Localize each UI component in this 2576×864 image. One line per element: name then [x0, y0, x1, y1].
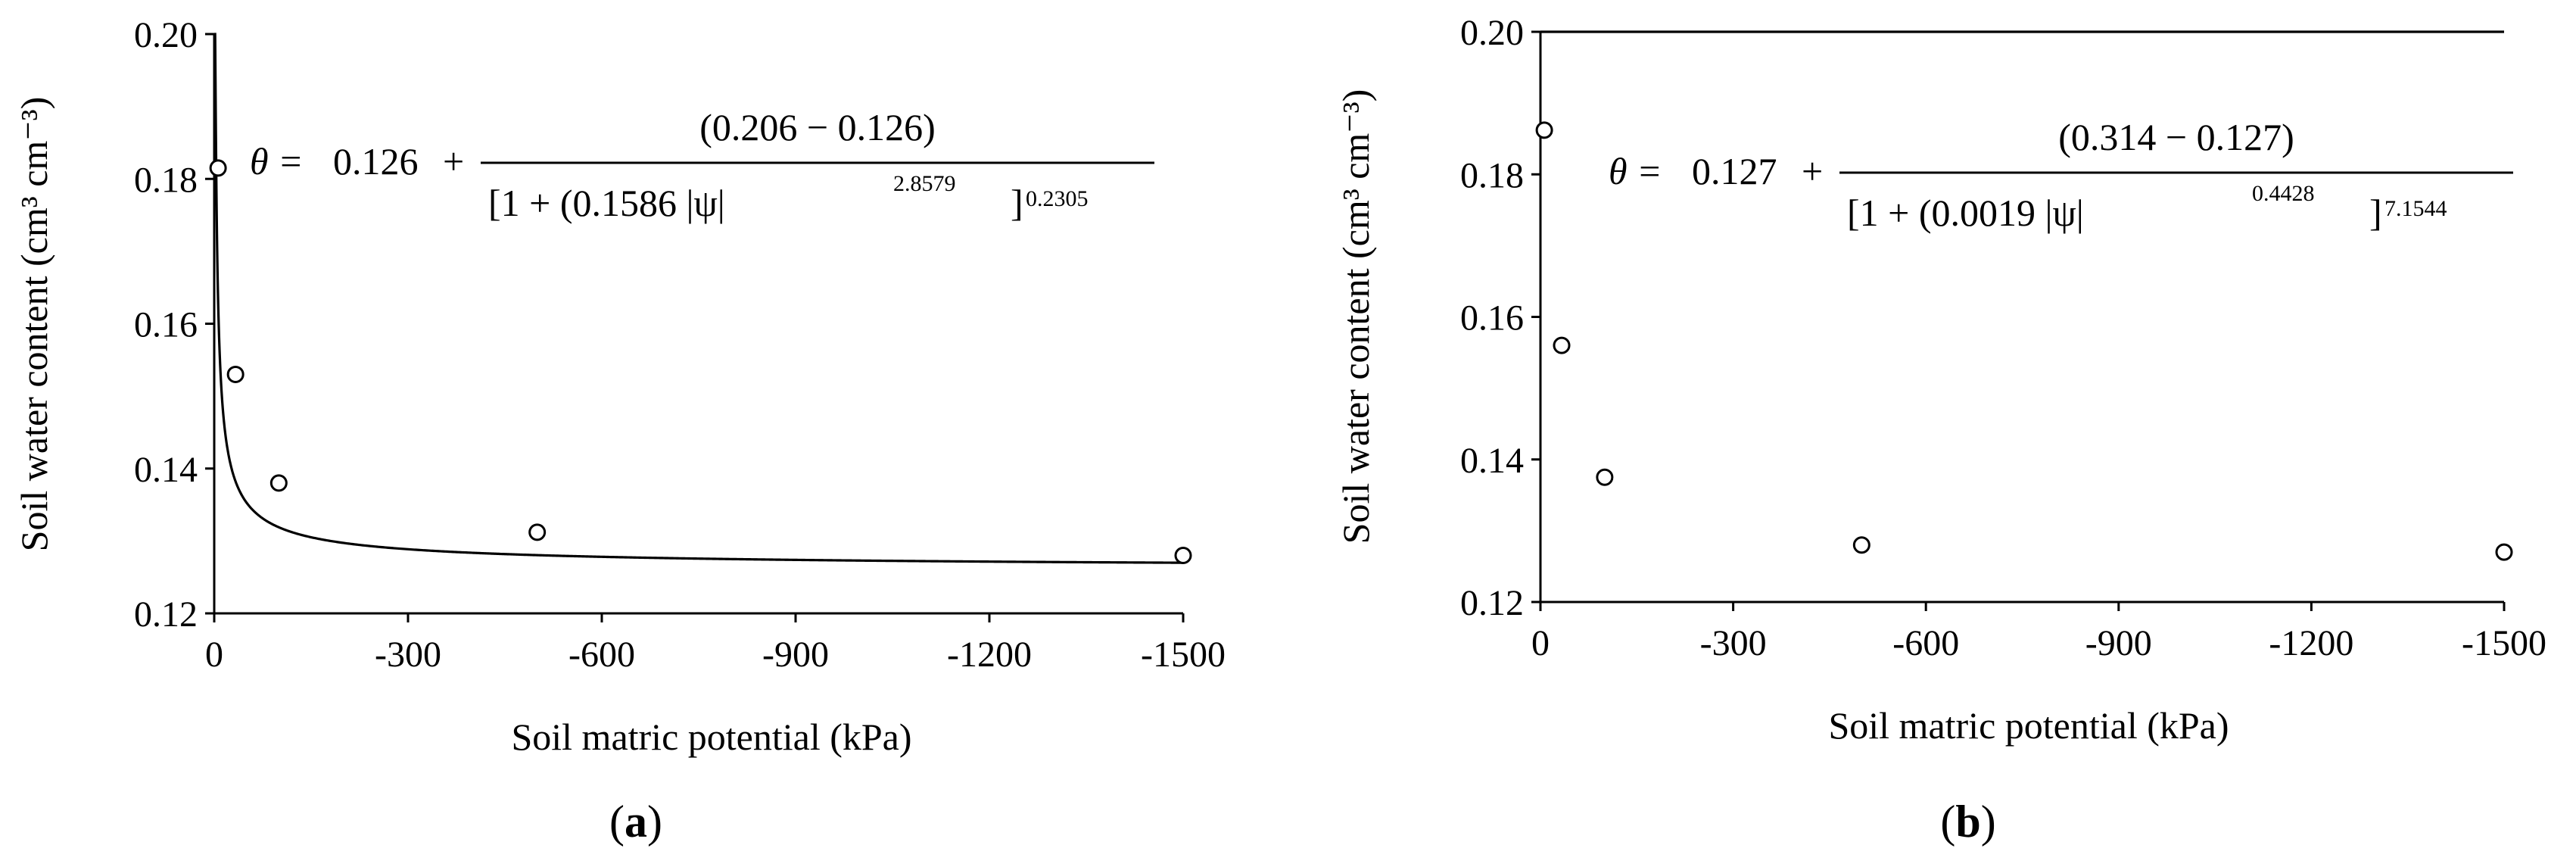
data-point [1535, 121, 1553, 139]
equation-denominator: [1 + (0.1586 |ψ| [488, 182, 725, 224]
panel-label-close: ) [1981, 797, 1996, 847]
panel-a: 0.12 0.14 0.16 0.18 0.20 0 -300 -600 -900 -1200 -1… [13, 15, 1226, 847]
equation-m-exponent: 7.1544 [2384, 196, 2447, 221]
x-axis-title: Soil matric potential (kPa) [511, 716, 911, 758]
equation-numerator: (0.206 − 0.126) [699, 106, 936, 148]
x-tick-label: -600 [1892, 623, 1959, 663]
y-tick-label: 0.16 [1460, 298, 1524, 338]
panel-b: 0.12 0.14 0.16 0.18 0.20 0 -300 -600 -900 -1200 -1… [1335, 13, 2546, 847]
equation-bracket-close: ] [1011, 182, 1023, 224]
x-tick-label: 0 [205, 635, 223, 675]
y-tick-label: 0.16 [134, 305, 198, 345]
equation-plus: + [1802, 150, 1823, 192]
y-tick-label: 0.20 [1460, 13, 1524, 53]
equation-m-exponent: 0.2305 [1026, 186, 1089, 211]
data-point [209, 159, 227, 177]
panel-label-open: ( [1940, 797, 1955, 847]
y-tick-label: 0.12 [1460, 583, 1524, 623]
data-point [1596, 468, 1614, 486]
panel-label-open: ( [609, 797, 625, 847]
x-tick-label: -1500 [2462, 623, 2546, 663]
x-tick-label: -300 [1700, 623, 1767, 663]
panel-label: (b) [1940, 797, 1995, 847]
data-point [269, 474, 288, 492]
data-point [2495, 543, 2513, 561]
x-tick-label: -1200 [2269, 623, 2353, 663]
x-tick-label: -1200 [947, 635, 1032, 675]
equation-theta-r: 0.127 [1692, 150, 1777, 192]
x-tick-label: -900 [762, 635, 829, 675]
equation-numerator: (0.314 − 0.127) [2058, 116, 2294, 158]
y-axis-title: Soil water content (cm³ cm⁻³) [1335, 89, 1377, 544]
equation-n-exponent: 2.8579 [893, 171, 956, 196]
fit-equation: θ = 0.127 + (0.314 − 0.127) [1 + (0.0019 |ψ… [1609, 116, 2513, 234]
equation-lhs: θ = [250, 140, 304, 182]
y-tick-label: 0.18 [134, 160, 198, 200]
x-tick-label: -300 [375, 635, 441, 675]
y-tick-label: 0.12 [134, 594, 198, 635]
panel-label-close: ) [647, 797, 662, 847]
data-point [226, 365, 245, 383]
equation-bracket-close: ] [2369, 192, 2382, 234]
equation-plus: + [443, 140, 464, 182]
panel-label: (a) [609, 797, 662, 847]
equation-denominator: [1 + (0.0019 |ψ| [1847, 192, 2084, 234]
x-tick-label: 0 [1531, 623, 1550, 663]
data-point [1553, 336, 1571, 354]
y-tick-label: 0.18 [1460, 155, 1524, 195]
panel-label-letter: a [625, 797, 647, 847]
data-point [528, 523, 547, 541]
x-axis-title: Soil matric potential (kPa) [1828, 704, 2229, 747]
equation-n-exponent: 0.4428 [2252, 181, 2315, 206]
x-tick-label: -900 [2085, 623, 2152, 663]
y-tick-label: 0.14 [134, 450, 198, 490]
fit-equation: θ = 0.126 + (0.206 − 0.126) [1 + (0.1586 |ψ… [250, 106, 1154, 224]
x-tick-label: -600 [568, 635, 635, 675]
panel-label-letter: b [1955, 797, 1980, 847]
data-point [1174, 547, 1192, 564]
equation-lhs: θ = [1609, 150, 1662, 192]
y-axis-title: Soil water content (cm³ cm⁻³) [13, 97, 55, 552]
data-point [1852, 536, 1870, 554]
y-tick-label: 0.14 [1460, 441, 1524, 481]
equation-theta-r: 0.126 [333, 140, 419, 182]
x-tick-label: -1500 [1141, 635, 1226, 675]
y-tick-label: 0.20 [134, 15, 198, 55]
fitted-curve [213, 33, 1184, 564]
